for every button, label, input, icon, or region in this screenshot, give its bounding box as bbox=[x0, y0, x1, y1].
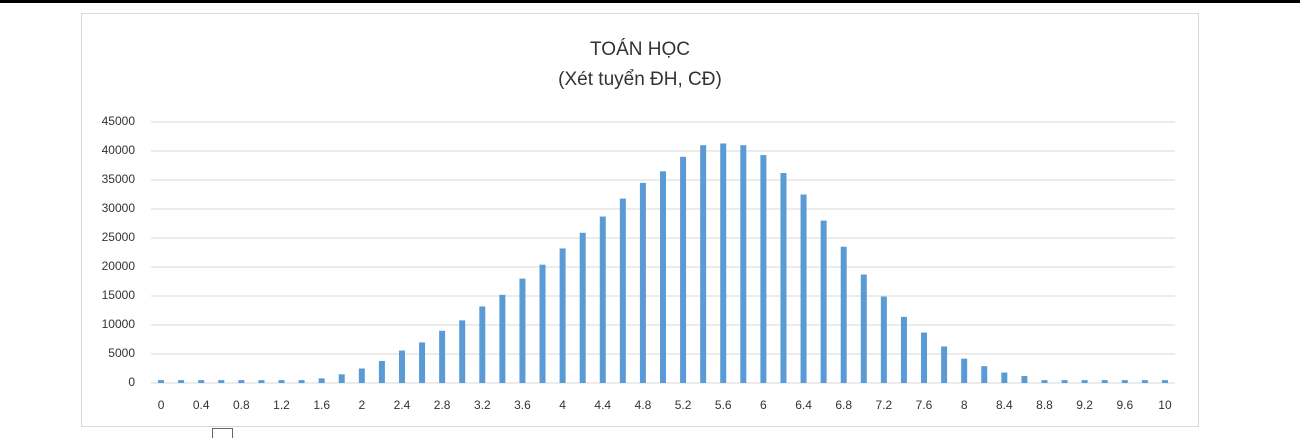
x-tick-label: 2 bbox=[358, 398, 365, 412]
bar bbox=[961, 358, 968, 383]
x-tick-label: 6 bbox=[760, 398, 767, 412]
bar bbox=[499, 294, 506, 383]
bar bbox=[900, 316, 907, 383]
bar bbox=[338, 374, 345, 383]
bar bbox=[921, 332, 928, 383]
bar bbox=[1161, 380, 1168, 383]
y-tick-label: 0 bbox=[128, 375, 135, 389]
bar bbox=[419, 342, 426, 383]
bar bbox=[1121, 380, 1128, 383]
x-tick-label: 9.2 bbox=[1076, 398, 1093, 412]
bar bbox=[740, 145, 747, 383]
bar bbox=[479, 306, 486, 383]
bar bbox=[720, 143, 727, 383]
x-tick-label: 3.2 bbox=[474, 398, 491, 412]
bar bbox=[840, 246, 847, 383]
bar bbox=[619, 198, 626, 383]
bar bbox=[1061, 380, 1068, 383]
bar bbox=[639, 182, 646, 383]
y-tick-label: 35000 bbox=[102, 172, 136, 186]
bar bbox=[599, 216, 606, 383]
bar bbox=[579, 232, 586, 383]
y-tick-label: 20000 bbox=[102, 259, 136, 273]
bar bbox=[559, 248, 566, 383]
bar bbox=[981, 366, 988, 383]
x-tick-label: 10 bbox=[1158, 398, 1172, 412]
y-tick-label: 45000 bbox=[102, 114, 136, 128]
x-tick-label: 8.8 bbox=[1036, 398, 1053, 412]
x-tick-label: 2.4 bbox=[394, 398, 411, 412]
y-tick-label: 25000 bbox=[102, 230, 136, 244]
bar bbox=[700, 145, 707, 383]
x-tick-label: 6.8 bbox=[835, 398, 852, 412]
bar bbox=[358, 368, 365, 383]
y-tick-label: 10000 bbox=[102, 317, 136, 331]
x-tick-label: 1.2 bbox=[273, 398, 290, 412]
y-tick-label: 5000 bbox=[108, 346, 135, 360]
bar bbox=[1101, 380, 1108, 383]
bar bbox=[1001, 372, 1008, 383]
bar bbox=[398, 350, 405, 383]
bar bbox=[1021, 376, 1028, 383]
bar bbox=[880, 296, 887, 383]
bar bbox=[218, 380, 225, 383]
bar bbox=[1041, 380, 1048, 383]
bar bbox=[278, 380, 285, 383]
bar bbox=[820, 220, 827, 383]
x-tick-label: 0.8 bbox=[233, 398, 250, 412]
x-tick-label: 5.6 bbox=[715, 398, 732, 412]
bar bbox=[1081, 380, 1088, 383]
paste-icon bbox=[212, 428, 233, 441]
x-tick-label: 3.6 bbox=[514, 398, 531, 412]
x-tick-label: 9.6 bbox=[1116, 398, 1133, 412]
bar bbox=[178, 380, 185, 383]
x-tick-label: 8.4 bbox=[996, 398, 1013, 412]
x-tick-label: 0 bbox=[158, 398, 165, 412]
y-tick-label: 30000 bbox=[102, 201, 136, 215]
bar bbox=[198, 380, 205, 383]
bar bbox=[378, 360, 385, 383]
chart-subtitle: (Xét tuyển ĐH, CĐ) bbox=[558, 69, 722, 90]
x-tick-label: 4.8 bbox=[635, 398, 652, 412]
bar bbox=[1141, 380, 1148, 383]
x-tick-label: 8 bbox=[961, 398, 968, 412]
bar bbox=[258, 380, 265, 383]
x-tick-label: 5.2 bbox=[675, 398, 692, 412]
x-tick-label: 4.4 bbox=[594, 398, 611, 412]
bar bbox=[539, 264, 546, 383]
bar bbox=[800, 194, 807, 383]
bar bbox=[298, 380, 305, 383]
bar bbox=[158, 380, 165, 383]
bar bbox=[459, 320, 466, 383]
x-tick-label: 7.6 bbox=[916, 398, 933, 412]
bar bbox=[941, 346, 948, 383]
bar bbox=[238, 380, 245, 383]
x-tick-label: 6.4 bbox=[795, 398, 812, 412]
x-tick-label: 0.4 bbox=[193, 398, 210, 412]
bar bbox=[439, 330, 446, 383]
bar bbox=[519, 278, 526, 383]
bar bbox=[660, 171, 666, 383]
bar bbox=[760, 155, 767, 383]
x-tick-label: 7.2 bbox=[876, 398, 893, 412]
x-tick-label: 1.6 bbox=[313, 398, 330, 412]
bar bbox=[860, 274, 867, 383]
y-tick-label: 15000 bbox=[102, 288, 136, 302]
y-tick-label: 40000 bbox=[102, 143, 136, 157]
x-tick-label: 2.8 bbox=[434, 398, 451, 412]
x-tick-label: 4 bbox=[559, 398, 566, 412]
bar bbox=[680, 156, 687, 383]
chart-title: TOÁN HỌC bbox=[590, 39, 690, 60]
bar bbox=[318, 378, 325, 383]
bar bbox=[780, 173, 787, 383]
